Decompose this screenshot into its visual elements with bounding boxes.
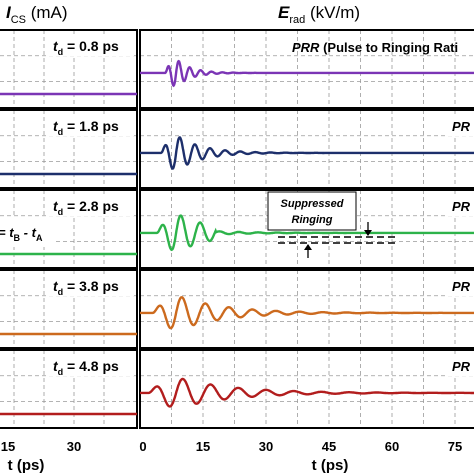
td-label-box — [48, 115, 134, 136]
left-panel-frame — [0, 269, 138, 349]
td-formula-annotation: = tB - tA — [0, 217, 54, 247]
arrow-up-head — [304, 244, 312, 250]
td-formula: = tB - tA — [0, 225, 43, 243]
right-panel-frame — [139, 189, 474, 269]
td-label: td = 1.8 ps — [53, 118, 119, 137]
prr-short-text: PR — [452, 199, 471, 214]
left-panels: td = 0.8 ps td = 1.8 ps td = 2.8 ps td = 3.… — [0, 29, 138, 429]
left-panel-4: td = 3.8 ps — [0, 269, 138, 349]
left-panel-frame — [0, 189, 138, 269]
left-x-axis-label: t (ps) — [8, 457, 45, 474]
suppressed-line1: Suppressed — [281, 198, 344, 210]
left-panel-3: td = 2.8 ps — [0, 189, 138, 269]
td-label-box — [48, 35, 134, 56]
x-tick-label: 15 — [196, 439, 210, 454]
td-label-box — [48, 275, 134, 296]
left-x-tick-labels: 15 30 — [1, 439, 81, 454]
prr-short-box — [446, 116, 474, 136]
x-tick-label: 75 — [448, 439, 462, 454]
field-waveform — [140, 136, 474, 170]
right-panel-2 — [139, 109, 474, 189]
prr-short-label: PR — [446, 356, 474, 376]
right-panel-frame — [139, 269, 474, 349]
prr-short-text: PR — [452, 359, 471, 374]
right-panel-5 — [139, 349, 474, 429]
left-title: ICS (mA) — [6, 3, 68, 26]
right-panel-3 — [139, 189, 474, 269]
td-label-box — [48, 195, 134, 216]
suppressed-line2: Ringing — [292, 214, 333, 226]
prr-short-box — [446, 276, 474, 296]
td-label: td = 0.8 ps — [53, 38, 119, 57]
field-waveform — [140, 214, 474, 252]
field-waveform — [140, 296, 474, 330]
td-label: td = 4.8 ps — [53, 358, 119, 377]
prr-short-label: PR — [446, 196, 474, 216]
suppressed-box — [267, 191, 357, 231]
left-panel-2: td = 1.8 ps — [0, 109, 138, 189]
suppressed-ringing-annotation: Suppressed Ringing — [267, 191, 398, 258]
prr-short-label: PR — [446, 116, 474, 136]
prr-short-text: PR — [452, 119, 471, 134]
left-panel-frame — [0, 29, 138, 109]
td-label: td = 2.8 ps — [53, 198, 119, 217]
left-panel-frame — [0, 349, 138, 429]
x-tick-label: 30 — [67, 439, 81, 454]
td-label-box — [48, 355, 134, 376]
x-tick-label: 30 — [259, 439, 273, 454]
x-tick-label: 0 — [139, 439, 146, 454]
right-panels — [139, 29, 474, 429]
x-tick-label: 60 — [385, 439, 399, 454]
prr-short-text: PR — [452, 279, 471, 294]
right-panel-frame — [139, 109, 474, 189]
prr-label: PRR (Pulse to Ringing Rati — [292, 40, 458, 55]
td-label: td = 3.8 ps — [53, 278, 119, 297]
left-panel-frame — [0, 109, 138, 189]
right-title: Erad (kV/m) — [278, 3, 360, 26]
prr-short-label: PR — [446, 276, 474, 296]
field-waveform — [140, 59, 474, 88]
right-x-tick-labels: 0 15 30 45 60 75 — [139, 439, 462, 454]
right-panel-4 — [139, 269, 474, 349]
arrow-down-head — [364, 230, 372, 236]
prr-annotation: PRR (Pulse to Ringing Rati — [292, 40, 458, 55]
left-panel-5: td = 4.8 ps — [0, 349, 138, 429]
prr-short-box — [446, 356, 474, 376]
x-tick-label: 45 — [322, 439, 336, 454]
right-panel-frame — [139, 29, 474, 109]
left-panel-1: td = 0.8 ps — [0, 29, 138, 109]
prr-short-box — [446, 196, 474, 216]
td-formula-box — [0, 217, 54, 247]
right-x-axis-label: t (ps) — [312, 457, 349, 474]
right-panel-1 — [139, 29, 474, 109]
field-waveform — [140, 377, 474, 408]
x-tick-label: 15 — [1, 439, 15, 454]
right-panel-frame — [139, 349, 474, 429]
